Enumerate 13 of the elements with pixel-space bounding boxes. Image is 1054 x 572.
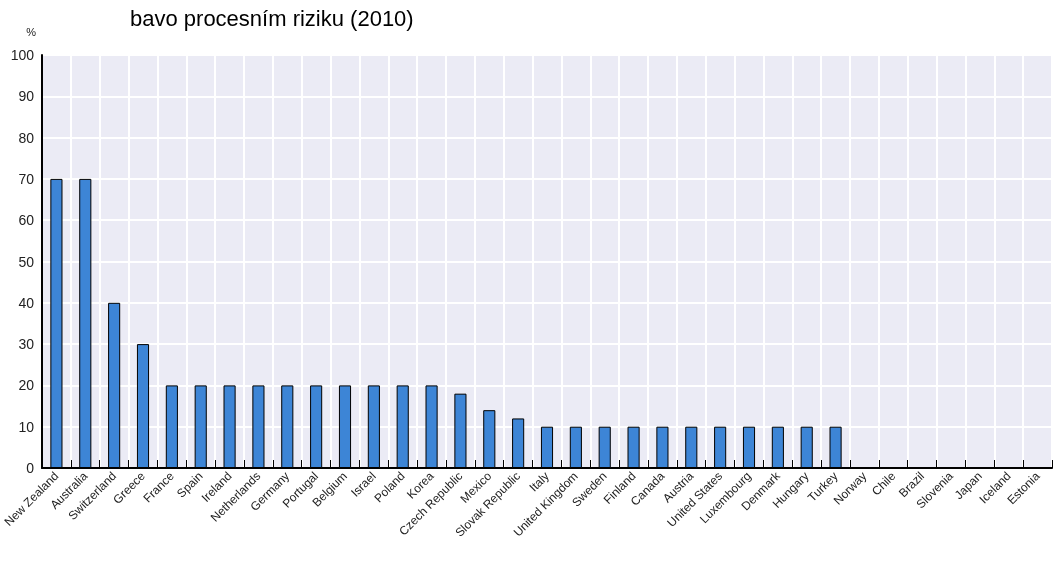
y-tick-label: 70 xyxy=(18,170,35,187)
y-tick-label: 100 xyxy=(10,47,35,63)
y-tick-label: 20 xyxy=(18,377,35,394)
y-tick-label: 60 xyxy=(18,212,35,229)
y-tick-label: 50 xyxy=(18,253,35,270)
y-tick-label: 10 xyxy=(18,418,35,435)
y-tick-label: 80 xyxy=(18,129,35,146)
chart-title: bavo procesním riziku (2010) xyxy=(130,5,414,31)
y-tick-label: 90 xyxy=(18,88,35,105)
y-tick-label: 0 xyxy=(26,460,35,476)
y-tick-label: 40 xyxy=(18,294,35,311)
y-axis-title: % xyxy=(26,25,37,38)
y-tick-label: 30 xyxy=(18,336,35,353)
